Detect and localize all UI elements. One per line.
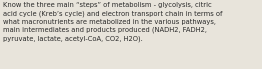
Text: Know the three main “steps” of metabolism - glycolysis, citric
acid cycle (Kreb’: Know the three main “steps” of metabolis… — [3, 2, 222, 42]
